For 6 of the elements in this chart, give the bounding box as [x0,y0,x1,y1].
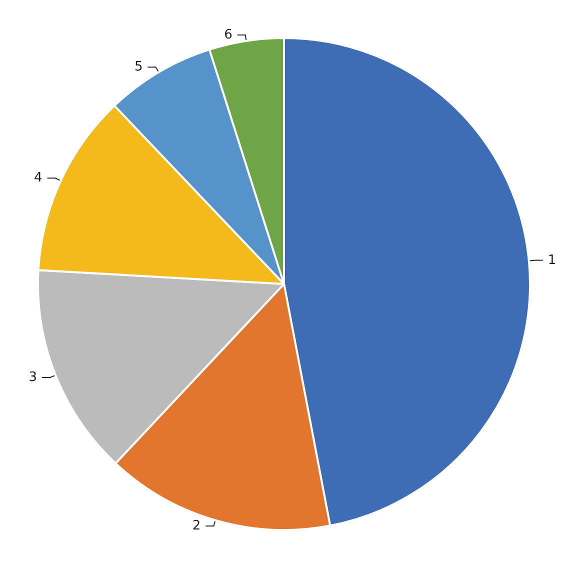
slice-label: 6 [224,27,232,42]
slice-label: 4 [34,170,42,186]
slice-label: 1 [548,252,556,268]
slice-label: 2 [192,518,201,534]
slice-label: 5 [134,60,143,75]
slice-label: 3 [28,370,37,386]
